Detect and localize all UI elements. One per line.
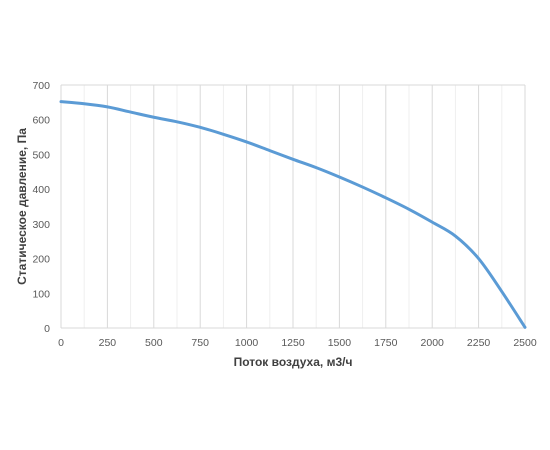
- x-tick-label: 1250: [281, 337, 305, 349]
- x-tick-label: 1000: [235, 337, 259, 349]
- x-tick-label: 250: [99, 337, 117, 349]
- x-tick-label: 2250: [467, 337, 491, 349]
- y-axis-title: Статическое давление, Па: [15, 128, 29, 285]
- y-tick-label: 400: [32, 184, 50, 196]
- x-tick-label: 1500: [328, 337, 352, 349]
- x-tick-label: 500: [145, 337, 163, 349]
- y-tick-label: 300: [32, 219, 50, 231]
- series-layer: [59, 100, 527, 329]
- x-axis-title: Поток воздуха, м3/ч: [234, 355, 353, 369]
- y-tick-label: 200: [32, 254, 50, 266]
- y-tick-label: 0: [44, 323, 50, 335]
- x-tick-label: 2500: [513, 337, 537, 349]
- x-tick-label: 2000: [421, 337, 445, 349]
- y-tick-label: 100: [32, 288, 50, 300]
- series-line: [59, 100, 527, 329]
- x-tick-label: 1750: [374, 337, 398, 349]
- grid: [60, 84, 526, 328]
- y-tick-label: 700: [32, 80, 50, 92]
- y-tick-label: 600: [32, 115, 50, 127]
- tick-labels: 0 250 500 750 1000 1250 1500 1750 2000 2250 2500 0 1…: [32, 80, 536, 349]
- y-tick-label: 500: [32, 149, 50, 161]
- x-tick-label: 750: [191, 337, 209, 349]
- x-tick-label: 0: [58, 337, 64, 349]
